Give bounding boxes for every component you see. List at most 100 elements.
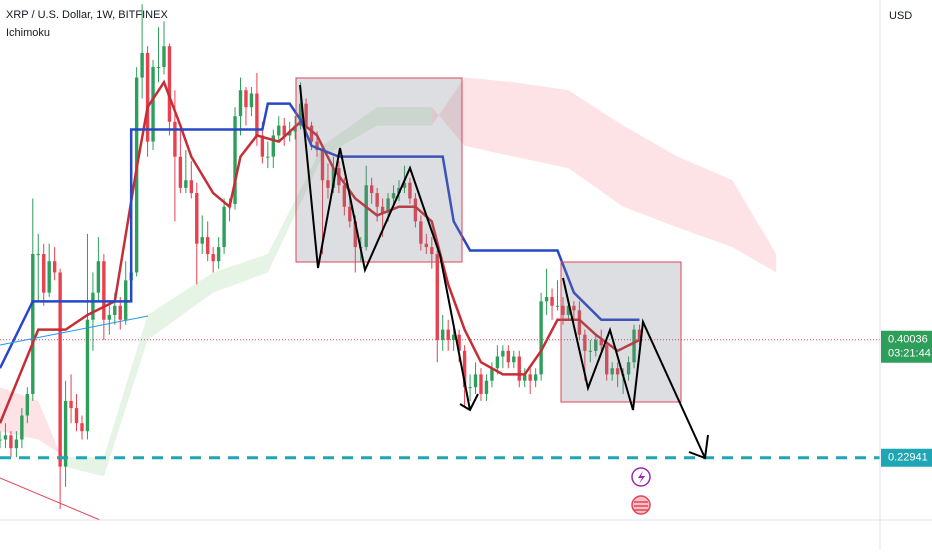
- candle-body: [52, 261, 57, 273]
- candle-body: [96, 261, 101, 293]
- event-icon-bolt: [638, 471, 645, 484]
- candle-body: [495, 356, 500, 369]
- candle-body: [517, 356, 521, 381]
- candle-body: [637, 329, 642, 340]
- candle-body: [189, 180, 193, 194]
- candle-body: [287, 131, 292, 136]
- candle-body: [408, 182, 412, 199]
- candle-body: [42, 254, 46, 293]
- level-label-box: [881, 448, 932, 467]
- candle-body: [238, 90, 243, 117]
- candle-body: [162, 46, 166, 68]
- candle-body: [260, 135, 265, 157]
- candle-body: [353, 221, 357, 248]
- cloud-segment: [377, 107, 432, 126]
- candle-body: [249, 93, 254, 108]
- candle-body: [430, 247, 434, 255]
- candle-body: [615, 368, 620, 375]
- cloud-segment: [431, 77, 465, 146]
- candle-body: [36, 254, 40, 256]
- cloud-segment: [103, 314, 148, 477]
- cloud-segment: [677, 156, 733, 248]
- candle-body: [561, 305, 565, 315]
- candle-body: [211, 254, 215, 262]
- candle-body: [151, 67, 155, 142]
- candle-body: [594, 339, 598, 351]
- candle-body: [479, 374, 483, 394]
- candle-body: [102, 261, 106, 320]
- candle-body: [572, 305, 576, 311]
- candle-body: [124, 280, 128, 320]
- candle-body: [271, 135, 275, 157]
- box-drawing: [295, 77, 463, 263]
- candle-body: [539, 301, 543, 375]
- trend-line: [0, 315, 149, 346]
- candle-body: [419, 221, 423, 244]
- axes: 0.22941 0.40036 03:21:44: [881, 330, 932, 467]
- cloud-segment: [623, 125, 678, 228]
- arrow-head: [459, 393, 479, 412]
- event-icon[interactable]: [631, 495, 651, 515]
- candle-body: [184, 180, 188, 188]
- cloud-segment: [568, 90, 624, 207]
- indicator-label: Ichimoku: [6, 27, 50, 39]
- candle-body: [47, 261, 51, 293]
- currency-label: USD: [889, 10, 912, 22]
- candle-body: [369, 185, 374, 194]
- candle-body: [20, 415, 24, 440]
- candle-body: [3, 435, 8, 440]
- candle-body: [446, 329, 450, 340]
- candle-body: [145, 52, 150, 142]
- candle-body: [523, 374, 527, 381]
- candle-body: [364, 185, 368, 248]
- cloud-segment: [732, 180, 777, 273]
- drawings: [0, 77, 709, 520]
- candle-body: [9, 435, 13, 449]
- candle-body: [293, 125, 297, 132]
- candle-body: [14, 439, 19, 449]
- candle-body: [326, 180, 330, 188]
- countdown-label: 03:21:44: [888, 348, 931, 360]
- cloud-segment: [513, 82, 569, 169]
- last-price-box: [881, 330, 932, 363]
- candle-body: [58, 272, 62, 467]
- candle-body: [490, 368, 494, 381]
- cloud-segment: [65, 457, 104, 477]
- kijun-line: [0, 102, 640, 369]
- candle-body: [0, 439, 2, 441]
- arrow-head: [688, 434, 709, 460]
- candle-body: [85, 319, 90, 432]
- last-price-label: 0.40036: [888, 334, 928, 346]
- candle-body: [441, 329, 445, 340]
- cloud-segment: [464, 77, 514, 157]
- candle-body: [156, 67, 161, 69]
- candle-body: [632, 329, 636, 363]
- candle-body: [555, 305, 560, 307]
- candle-body: [342, 185, 347, 207]
- candle-body: [255, 93, 259, 136]
- candle-body: [577, 310, 582, 335]
- box-drawing: [560, 261, 682, 403]
- cloud-segment: [213, 254, 268, 293]
- candle-body: [588, 350, 593, 352]
- candle-body: [282, 125, 286, 136]
- candle-body: [309, 125, 314, 142]
- candle-body: [320, 150, 325, 181]
- candle-body: [375, 193, 379, 207]
- candle-body: [583, 334, 587, 351]
- level-label: 0.22941: [888, 452, 928, 464]
- candle-body: [413, 198, 418, 222]
- cloud-segment: [147, 272, 214, 340]
- candle-body: [216, 247, 221, 262]
- candle-body: [435, 254, 439, 340]
- candle-body: [113, 305, 117, 315]
- candle-body: [550, 296, 554, 306]
- zigzag-drawing: [562, 277, 706, 459]
- candle-body: [200, 237, 204, 244]
- symbol-title: XRP / U.S. Dollar, 1W, BITFINEX: [6, 9, 168, 21]
- candle-body: [473, 374, 478, 388]
- candle-body: [298, 103, 303, 126]
- candle-body: [544, 296, 549, 302]
- event-icon-flag: [634, 501, 648, 511]
